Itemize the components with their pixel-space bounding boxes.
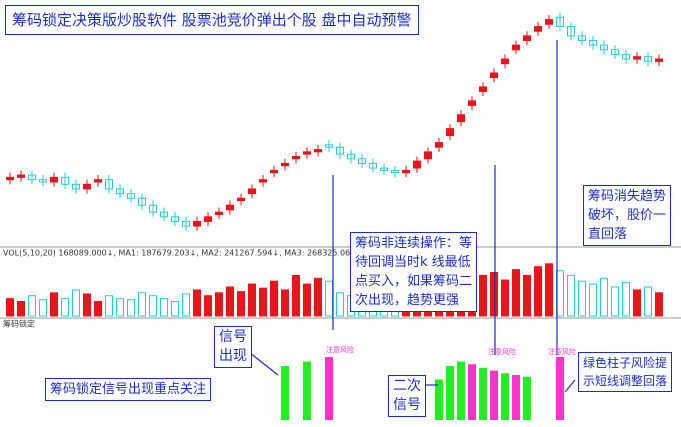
volume-bar (512, 269, 520, 317)
volume-bar (655, 292, 663, 317)
signal-bar (281, 366, 289, 420)
volume-bar (28, 295, 36, 317)
risk-note: 注意风险 (548, 347, 576, 356)
volume-bar (105, 295, 113, 317)
note-line: 二次 (393, 378, 421, 394)
second-note: 二次 信号 (388, 375, 426, 417)
volume-bar (501, 279, 509, 317)
volume-bar (193, 289, 201, 317)
volume-bar (237, 291, 245, 317)
volume-bar (567, 274, 575, 317)
volume-bar (204, 295, 212, 317)
volume-bar (589, 283, 597, 317)
volume-bar (127, 299, 135, 317)
note-line: 筹码锁定信号出现重点关注 (50, 382, 207, 397)
note-line: 直回落 (588, 227, 628, 242)
volume-bar (17, 301, 25, 317)
note-line: 点买入，如果筹码二 (355, 274, 473, 289)
note-line: 示短线调整回落 (583, 374, 668, 388)
volume-bar (182, 293, 190, 317)
volume-bar (611, 286, 619, 317)
note-line: 出现 (219, 348, 247, 364)
green-note: 绿色柱子风险提 示短线调整回落 (578, 352, 673, 392)
signal-bar (457, 361, 465, 420)
signal-bar (523, 376, 531, 420)
method-note: 筹码非连续操作：等 待回调当时k 线最低 点买入，如果筹码二 次出现，趋势更强 (350, 232, 478, 312)
volume-bar (578, 280, 586, 317)
signal-bar (490, 370, 498, 420)
volume-bar (259, 287, 267, 317)
signal-bar (468, 364, 476, 420)
note-line: 筹码非连续操作：等 (355, 236, 473, 251)
signal-bar (325, 357, 333, 420)
volume-bar (270, 280, 278, 317)
note-line: 待回调当时k 线最低 (355, 255, 471, 270)
volume-bar (325, 280, 333, 317)
volume-bar (292, 274, 300, 317)
signal-bar (479, 367, 487, 420)
note-line: 筹码消失趋势 (588, 189, 667, 204)
volume-bar (303, 283, 311, 317)
title-box: 筹码锁定决策版炒股软件 股票池竞价弹出个股 盘中自动预警 (5, 5, 419, 35)
volume-bar (479, 274, 487, 317)
volume-bar (149, 295, 157, 317)
signal-bar (556, 357, 564, 420)
volume-bar (138, 292, 146, 317)
signal-bar (501, 373, 509, 420)
volume-bar (644, 286, 652, 317)
signal-bar (303, 361, 311, 420)
volume-bar (226, 286, 234, 317)
volume-bar (545, 263, 553, 317)
volume-bar (248, 283, 256, 317)
volume-label: VOL(5,10,20) 168089.000↓, MA1: 187679.20… (3, 249, 362, 258)
volume-bar (94, 301, 102, 317)
volume-bar (633, 289, 641, 317)
volume-bar (281, 289, 289, 317)
volume-bar (336, 292, 344, 317)
volume-bar (622, 281, 630, 317)
signal-bar (446, 366, 454, 420)
volume-bar (600, 277, 608, 317)
title: 筹码锁定决策版炒股软件 股票池竞价弹出个股 盘中自动预警 (12, 11, 412, 29)
volume-bar (523, 274, 531, 317)
volume-bar (39, 299, 47, 317)
note-line: 信号 (219, 329, 247, 345)
note-line: 信号 (393, 397, 421, 413)
note-line: 次出现，趋势更强 (355, 293, 460, 308)
volume-bar (171, 301, 179, 317)
indicator-label: 筹码锁定 (3, 319, 35, 329)
note-line: 绿色柱子风险提 (583, 356, 668, 370)
risk-note: 注意风险 (326, 345, 354, 354)
signal-bar (512, 375, 520, 420)
arrows (239, 40, 576, 393)
volume-bar (61, 298, 69, 317)
risk-note: 注意风险 (488, 347, 516, 356)
volume-bar (72, 289, 80, 317)
volume-bar (6, 298, 14, 317)
signal-bar (435, 379, 443, 420)
volume-bar (314, 277, 322, 317)
volume-bar (160, 298, 168, 317)
volume-bar (83, 293, 91, 317)
volume-bar (490, 272, 498, 317)
note-line: 破坏，股价一 (588, 208, 667, 223)
focus-note: 筹码锁定信号出现重点关注 (45, 378, 212, 401)
volume-bar (116, 298, 124, 317)
signal-note: 信号 出现 (214, 326, 252, 368)
vanish-note: 筹码消失趋势 破坏，股价一 直回落 (583, 185, 672, 246)
volume-bar (215, 292, 223, 317)
volume-bar (50, 292, 58, 317)
volume-bar (534, 266, 542, 317)
